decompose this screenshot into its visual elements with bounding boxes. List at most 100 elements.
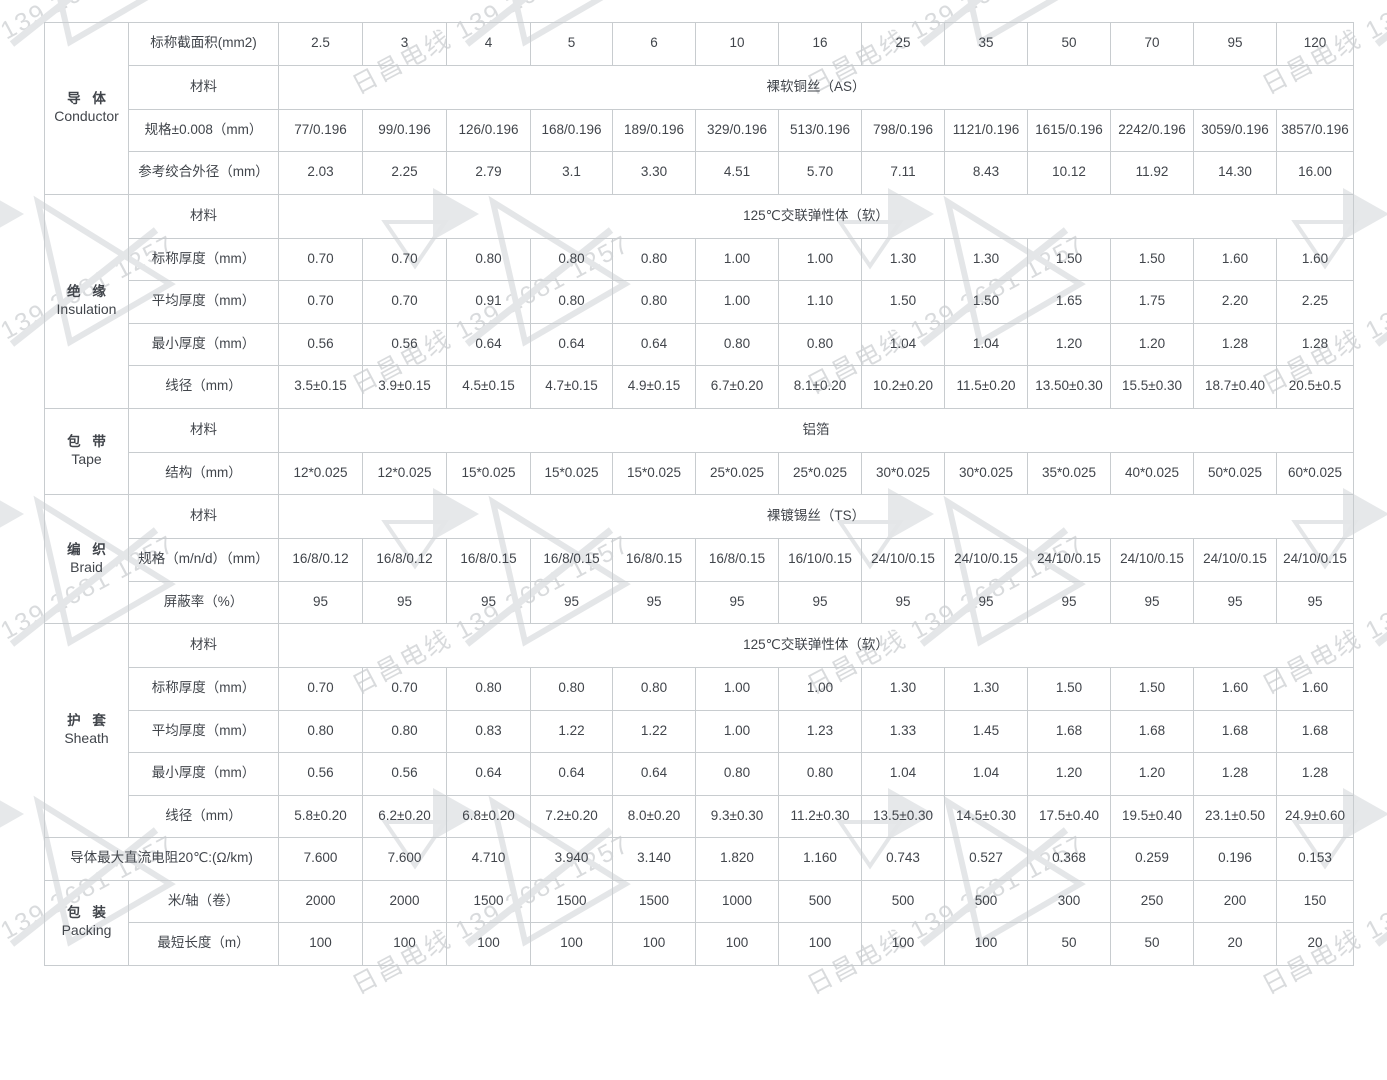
data-cell: 1.75 [1110, 280, 1194, 324]
data-cell: 0.56 [362, 752, 447, 796]
data-cell: 25*0.025 [778, 451, 862, 495]
row-label: 米/轴（卷） [128, 879, 279, 923]
data-cell: 500 [944, 879, 1028, 923]
table-row: 平均厚度（mm） 0.80 0.80 0.83 1.22 1.22 1.00 1.23 1.33… [45, 709, 1354, 753]
data-cell: 20.5±0.5 [1276, 365, 1354, 409]
material-value: 125℃交联弹性体（软） [278, 193, 1354, 239]
data-cell: 100 [861, 922, 945, 966]
data-cell: 16/8/0.15 [530, 538, 613, 582]
data-cell: 8.0±0.20 [612, 794, 696, 838]
data-cell: 1500 [530, 879, 613, 923]
group-header-cn: 包 装 [67, 905, 110, 921]
data-cell: 798/0.196 [861, 108, 945, 152]
row-label: 规格±0.008（mm） [128, 108, 279, 152]
column-header-cell: 6 [612, 22, 696, 66]
data-cell: 126/0.196 [446, 108, 531, 152]
data-cell: 0.80 [612, 667, 696, 711]
data-cell: 1.23 [778, 709, 862, 753]
data-cell: 1.820 [695, 837, 779, 881]
data-cell: 20 [1193, 922, 1277, 966]
column-header-cell: 25 [861, 22, 945, 66]
data-cell: 100 [944, 922, 1028, 966]
column-header-cell: 5 [530, 22, 613, 66]
data-cell: 1.20 [1110, 322, 1194, 366]
data-cell: 3.5±0.15 [278, 365, 363, 409]
data-cell: 35*0.025 [1027, 451, 1111, 495]
data-cell: 95 [1276, 580, 1354, 624]
data-cell: 11.2±0.30 [778, 794, 862, 838]
data-cell: 19.5±0.40 [1110, 794, 1194, 838]
data-cell: 0.70 [362, 280, 447, 324]
group-header-cn: 绝 缘 [67, 283, 110, 299]
column-header-cell: 2.5 [278, 22, 363, 66]
data-cell: 95 [362, 580, 447, 624]
group-header-cn: 护 套 [67, 713, 110, 729]
data-cell: 2000 [278, 879, 363, 923]
table-row: 导体最大直流电阻20℃:(Ω/km) 7.600 7.600 4.710 3.940 3.… [44, 837, 1354, 881]
data-cell: 0.80 [362, 709, 447, 753]
data-cell: 11.5±0.20 [944, 365, 1028, 409]
data-cell: 95 [530, 580, 613, 624]
data-cell: 0.368 [1027, 837, 1111, 881]
data-cell: 2000 [362, 879, 447, 923]
group-header-cn: 编 织 [67, 541, 110, 557]
data-cell: 200 [1193, 879, 1277, 923]
data-cell: 329/0.196 [695, 108, 779, 152]
data-cell: 0.153 [1276, 837, 1354, 881]
data-cell: 0.80 [695, 752, 779, 796]
data-cell: 7.11 [861, 151, 945, 195]
data-cell: 4.9±0.15 [612, 365, 696, 409]
group-header-cn: 包 带 [67, 434, 110, 450]
data-cell: 23.1±0.50 [1193, 794, 1277, 838]
data-cell: 1.45 [944, 709, 1028, 753]
data-cell: 1.00 [695, 280, 779, 324]
data-cell: 3.1 [530, 151, 613, 195]
data-cell: 95 [1027, 580, 1111, 624]
data-cell: 7.600 [278, 837, 363, 881]
data-cell: 16.00 [1276, 151, 1354, 195]
data-cell: 6.2±0.20 [362, 794, 447, 838]
data-cell: 10.2±0.20 [861, 365, 945, 409]
data-cell: 1.00 [695, 667, 779, 711]
data-cell: 1.10 [778, 280, 862, 324]
material-value: 裸镀锡丝（TS） [278, 494, 1354, 539]
data-cell: 1.68 [1193, 709, 1277, 753]
data-cell: 8.1±0.20 [778, 365, 862, 409]
data-cell: 6.7±0.20 [695, 365, 779, 409]
column-header-cell: 70 [1110, 22, 1194, 66]
data-cell: 1.30 [861, 237, 945, 281]
data-cell: 1.60 [1193, 667, 1277, 711]
data-cell: 1.22 [612, 709, 696, 753]
table-row: 最小厚度（mm） 0.56 0.56 0.64 0.64 0.64 0.80 0.80 1.04… [45, 322, 1354, 366]
cable-specification-table: 导 体 Conductor 标称截面积(mm2) 2.5 3 4 5 6 10 16 25 35 50 7… [44, 22, 1354, 966]
data-cell: 50*0.025 [1193, 451, 1277, 495]
data-cell: 9.3±0.30 [695, 794, 779, 838]
group-header-en: Tape [71, 450, 102, 467]
data-cell: 1.04 [861, 322, 945, 366]
data-cell: 12*0.025 [362, 451, 447, 495]
data-cell: 189/0.196 [612, 108, 696, 152]
data-cell: 1.160 [778, 837, 862, 881]
data-cell: 0.56 [278, 752, 363, 796]
data-cell: 17.5±0.40 [1027, 794, 1111, 838]
data-cell: 3.30 [612, 151, 696, 195]
data-cell: 0.80 [446, 667, 531, 711]
data-cell: 6.8±0.20 [446, 794, 531, 838]
data-cell: 3059/0.196 [1193, 108, 1277, 152]
row-label: 标称厚度（mm） [128, 667, 279, 711]
data-cell: 0.80 [530, 280, 613, 324]
data-cell: 0.70 [278, 280, 363, 324]
data-cell: 1.50 [1110, 237, 1194, 281]
material-value: 裸软铜丝（AS） [278, 64, 1354, 110]
data-cell: 1.20 [1027, 322, 1111, 366]
data-cell: 5.70 [778, 151, 862, 195]
data-cell: 0.91 [446, 280, 531, 324]
data-cell: 500 [861, 879, 945, 923]
table-row: 规格（m/n/d）（mm） 16/8/0.12 16/8/0.12 16/8/0.15… [45, 538, 1354, 582]
column-header-cell: 95 [1193, 22, 1277, 66]
data-cell: 0.80 [612, 237, 696, 281]
row-label: 最小厚度（mm） [128, 322, 279, 366]
group-header-conductor: 导 体 Conductor [44, 22, 129, 195]
data-cell: 1.22 [530, 709, 613, 753]
data-cell: 1.68 [1110, 709, 1194, 753]
